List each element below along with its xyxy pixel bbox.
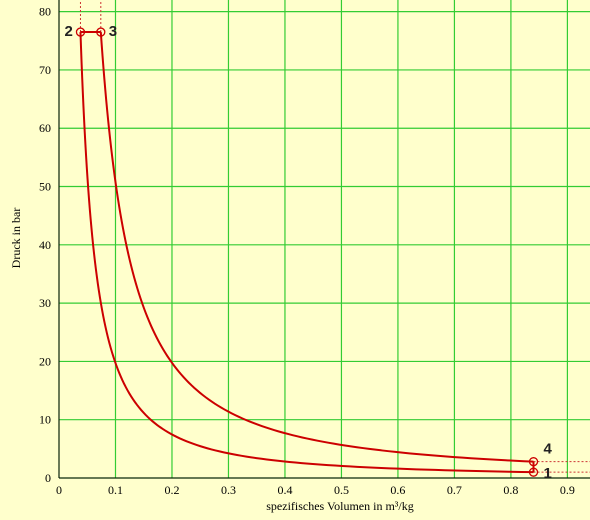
- x-tick-label: 0.5: [334, 483, 349, 497]
- x-tick-label: 0.1: [108, 483, 123, 497]
- x-tick-label: 0.8: [503, 483, 518, 497]
- state-point-3: [96, 27, 106, 37]
- x-tick-label: 0.7: [447, 483, 462, 497]
- state-point-1: [528, 467, 539, 477]
- cycle-curve-2: [99, 31, 534, 463]
- state-point-label: 2: [64, 23, 72, 40]
- cycle-curve-0: [79, 32, 534, 474]
- guide-lines: [79, 0, 590, 473]
- state-point-label: 3: [109, 23, 117, 40]
- y-tick-label: 0: [45, 471, 51, 485]
- y-tick-label: 50: [39, 180, 51, 194]
- tick-labels: 0 0.1 0.2 0.3 0.4 0.5 0.6 0.7 0.8 0.9 0 10 20 30 40 50 6…: [39, 5, 575, 497]
- y-tick-label: 10: [39, 413, 51, 427]
- y-tick-label: 30: [39, 296, 51, 310]
- state-point-2: [75, 27, 86, 37]
- y-axis-title: Druck in bar: [9, 208, 23, 269]
- x-axis-title: spezifisches Volumen in m³/kg: [266, 499, 413, 513]
- x-tick-label: 0.6: [390, 483, 405, 497]
- state-points: 1 2 3 4: [64, 23, 552, 482]
- grid-lines: [58, 0, 590, 479]
- state-point-label: 4: [544, 441, 553, 458]
- x-tick-label: 0.2: [164, 483, 179, 497]
- cycle-curves: [79, 31, 535, 474]
- state-point-label: 1: [544, 465, 552, 482]
- x-tick-label: 0.4: [277, 483, 292, 497]
- y-tick-label: 70: [39, 63, 51, 77]
- y-tick-label: 40: [39, 238, 51, 252]
- state-point-4: [528, 457, 539, 467]
- x-tick-label: 0.9: [560, 483, 575, 497]
- x-tick-label: 0.3: [221, 483, 236, 497]
- y-tick-label: 80: [39, 5, 51, 19]
- x-tick-label: 0: [56, 483, 62, 497]
- y-tick-label: 60: [39, 121, 51, 135]
- y-tick-label: 20: [39, 354, 51, 368]
